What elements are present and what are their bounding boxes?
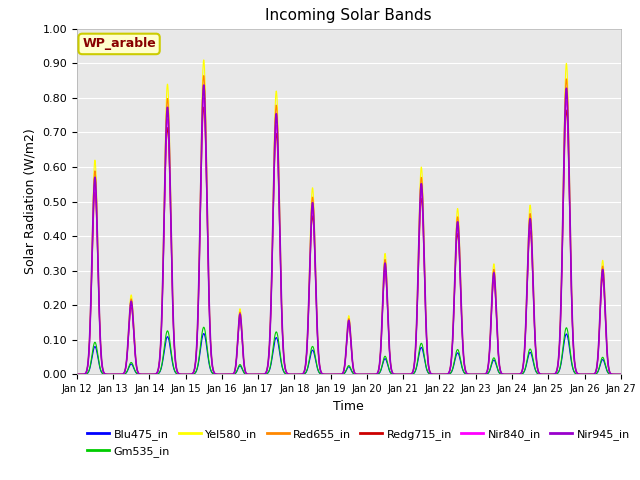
Line: Nir840_in: Nir840_in xyxy=(77,97,621,374)
Y-axis label: Solar Radiation (W/m2): Solar Radiation (W/m2) xyxy=(24,129,36,275)
Blu475_in xyxy=(588,372,595,377)
Blu475_in xyxy=(486,367,493,373)
Red655_in xyxy=(258,372,266,377)
Line: Blu475_in: Blu475_in xyxy=(77,334,621,374)
Gm535_in xyxy=(330,372,338,377)
Red655_in xyxy=(200,73,207,79)
Blu475_in xyxy=(330,372,338,377)
Yel580_in xyxy=(330,372,338,377)
Nir945_in xyxy=(73,372,81,377)
Yel580_in xyxy=(200,57,207,63)
Blu475_in xyxy=(471,372,479,377)
Text: WP_arable: WP_arable xyxy=(82,37,156,50)
Yel580_in xyxy=(617,372,625,377)
Nir945_in xyxy=(471,372,479,377)
Red655_in xyxy=(362,372,369,377)
Redg715_in xyxy=(471,372,479,377)
Redg715_in xyxy=(362,372,369,377)
Nir945_in xyxy=(362,372,369,377)
Gm535_in xyxy=(200,324,207,330)
Nir945_in xyxy=(330,372,338,377)
Nir840_in xyxy=(330,372,338,377)
Redg715_in xyxy=(73,372,81,377)
Redg715_in xyxy=(330,372,338,377)
Redg715_in xyxy=(486,344,493,349)
Nir945_in xyxy=(200,82,207,88)
Redg715_in xyxy=(258,372,266,377)
Red655_in xyxy=(588,372,595,377)
Yel580_in xyxy=(594,349,602,355)
Blu475_in xyxy=(617,372,625,377)
Nir840_in xyxy=(617,372,625,377)
Line: Yel580_in: Yel580_in xyxy=(77,60,621,374)
Legend: Blu475_in, Gm535_in, Yel580_in, Red655_in, Redg715_in, Nir840_in, Nir945_in: Blu475_in, Gm535_in, Yel580_in, Red655_i… xyxy=(83,425,634,461)
Blu475_in xyxy=(73,372,81,377)
Gm535_in xyxy=(594,368,602,374)
Red655_in xyxy=(330,372,338,377)
Red655_in xyxy=(73,372,81,377)
Blu475_in xyxy=(594,369,602,374)
Yel580_in xyxy=(362,372,369,377)
Blu475_in xyxy=(200,331,207,336)
Gm535_in xyxy=(73,372,81,377)
Yel580_in xyxy=(486,338,493,344)
Red655_in xyxy=(617,372,625,377)
Redg715_in xyxy=(594,353,602,359)
X-axis label: Time: Time xyxy=(333,400,364,413)
Line: Gm535_in: Gm535_in xyxy=(77,327,621,374)
Gm535_in xyxy=(486,367,493,372)
Nir840_in xyxy=(362,372,369,377)
Nir840_in xyxy=(200,95,207,100)
Redg715_in xyxy=(617,372,625,377)
Line: Nir945_in: Nir945_in xyxy=(77,85,621,374)
Nir840_in xyxy=(588,372,595,377)
Red655_in xyxy=(594,351,602,357)
Yel580_in xyxy=(471,372,479,377)
Gm535_in xyxy=(471,372,479,377)
Line: Red655_in: Red655_in xyxy=(77,76,621,374)
Gm535_in xyxy=(362,372,369,377)
Redg715_in xyxy=(588,372,595,377)
Nir840_in xyxy=(594,352,602,358)
Nir945_in xyxy=(617,372,625,377)
Yel580_in xyxy=(73,372,81,377)
Redg715_in xyxy=(200,104,207,110)
Blu475_in xyxy=(362,372,369,377)
Red655_in xyxy=(486,340,493,346)
Nir945_in xyxy=(486,341,493,347)
Nir840_in xyxy=(486,342,493,348)
Blu475_in xyxy=(258,372,266,377)
Yel580_in xyxy=(258,372,266,377)
Nir945_in xyxy=(588,372,595,377)
Line: Redg715_in: Redg715_in xyxy=(77,107,621,374)
Nir945_in xyxy=(258,372,266,377)
Nir840_in xyxy=(73,372,81,377)
Title: Incoming Solar Bands: Incoming Solar Bands xyxy=(266,9,432,24)
Gm535_in xyxy=(588,372,595,377)
Nir840_in xyxy=(471,372,479,377)
Nir840_in xyxy=(258,372,266,377)
Yel580_in xyxy=(588,372,595,377)
Gm535_in xyxy=(258,372,266,377)
Nir945_in xyxy=(594,351,602,357)
Gm535_in xyxy=(617,372,625,377)
Red655_in xyxy=(471,372,479,377)
